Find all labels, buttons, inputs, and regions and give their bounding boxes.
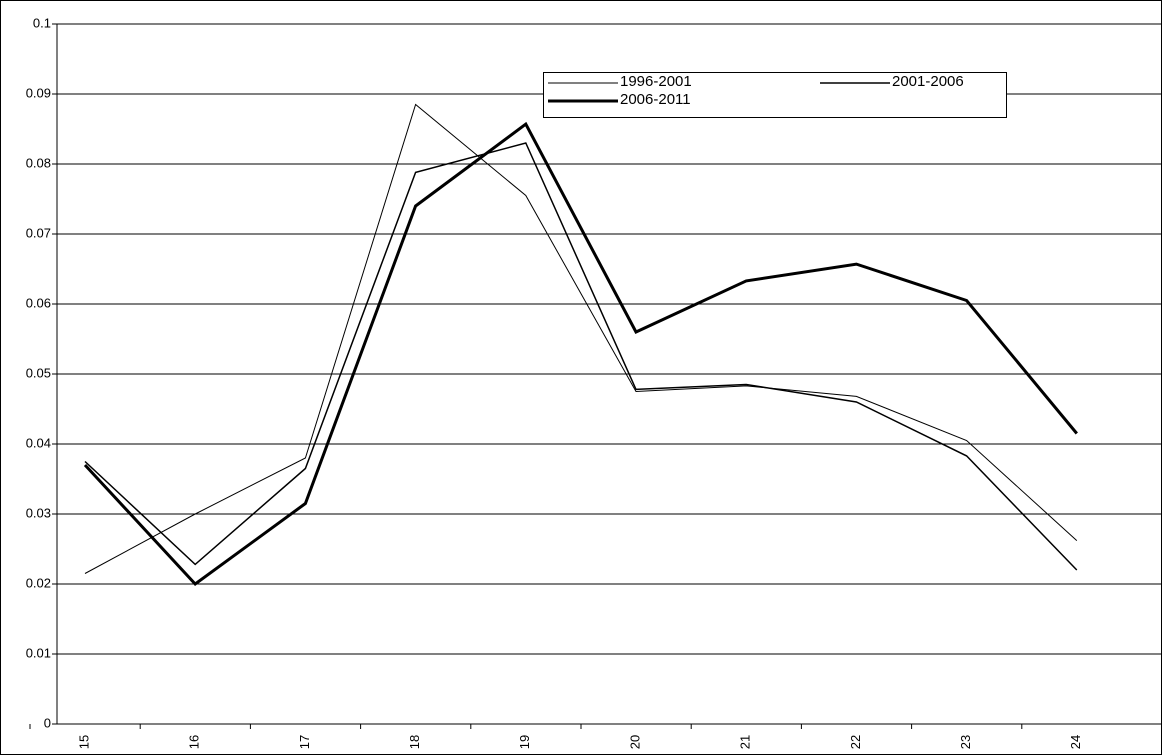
- x-tick-label: 16: [187, 735, 202, 749]
- x-tick-label: 19: [517, 735, 532, 749]
- x-tick-label: 21: [738, 735, 753, 749]
- y-tick-label: 0.1: [33, 15, 51, 30]
- y-tick-label: 0.05: [26, 365, 51, 380]
- series-line: [84, 142, 1078, 571]
- y-tick-label: 0.02: [26, 575, 51, 590]
- y-tick-label: 0.03: [26, 505, 51, 520]
- y-tick-label: 0.06: [26, 295, 51, 310]
- y-tick-label: 0.01: [26, 645, 51, 660]
- x-tick-label: 17: [297, 735, 312, 749]
- y-tick-label: 0.07: [26, 225, 51, 240]
- legend-box: [543, 72, 1007, 118]
- series-line: [84, 103, 1078, 574]
- x-tick-label: 18: [407, 735, 422, 749]
- legend-label: 1996-2001: [620, 73, 692, 90]
- x-tick-label: 22: [848, 735, 863, 749]
- legend-label: 2001-2006: [892, 73, 964, 90]
- x-tick-label: 24: [1068, 735, 1083, 749]
- x-tick-label: 20: [627, 735, 642, 749]
- legend-label: 2006-2011: [620, 91, 691, 108]
- y-tick-label: 0.09: [26, 85, 51, 100]
- y-tick-label: 0.04: [26, 435, 51, 450]
- x-tick-label: 23: [958, 735, 973, 749]
- x-tick-label: 15: [76, 735, 91, 749]
- series-line: [83, 121, 1078, 586]
- y-tick-label: 0: [44, 715, 51, 730]
- y-tick-label: 0.08: [26, 155, 51, 170]
